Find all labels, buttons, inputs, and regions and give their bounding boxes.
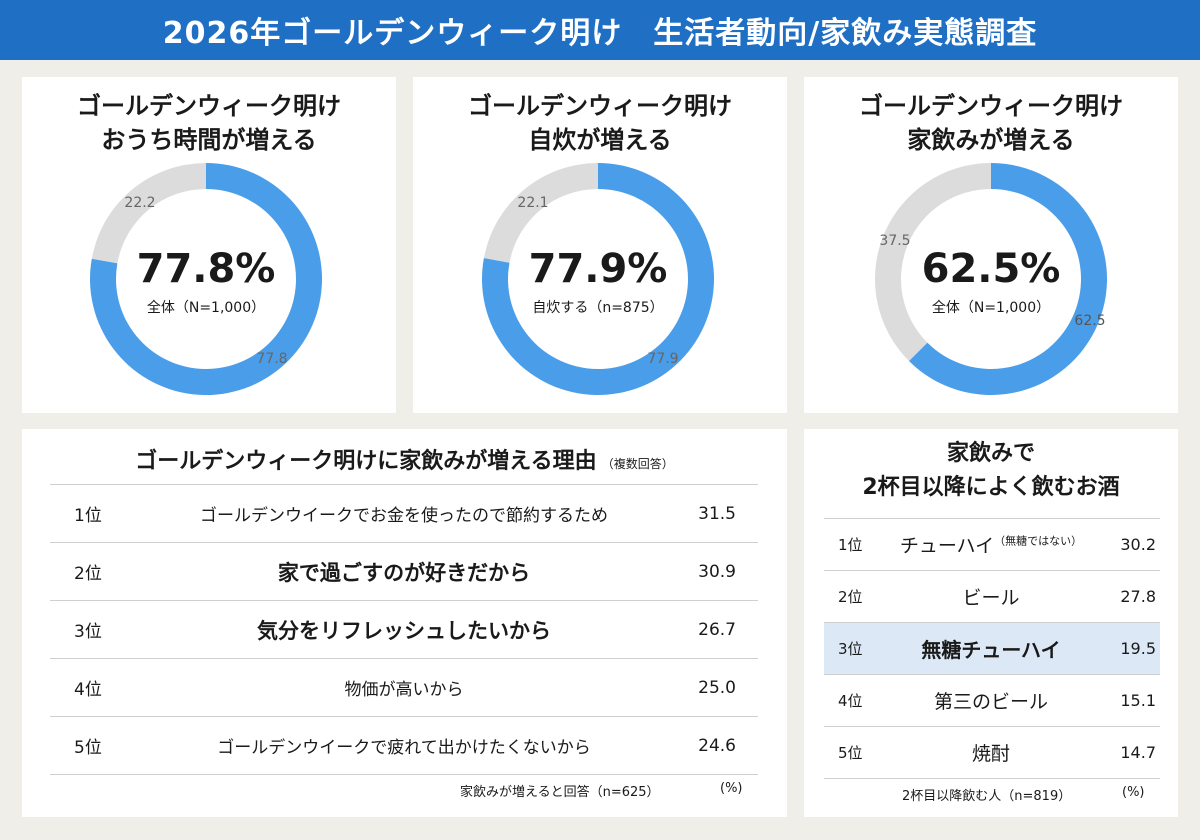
reasons-value: 25.0 — [668, 658, 758, 717]
donut-base-label: 自炊する（n=875） — [532, 300, 663, 316]
donut-slice-main — [908, 163, 1107, 395]
drinks-value: 30.2 — [1098, 518, 1160, 571]
page-title: 2026年ゴールデンウィーク明け 生活者動向/家飲み実態調査 — [162, 16, 1038, 51]
donut-base-label: 全体（N=1,000） — [147, 299, 265, 316]
donut-card-cooking: ゴールデンウィーク明け 自炊が増える 77.9% 自炊する（n=875） 77.… — [413, 77, 787, 413]
drinks-item: 無糖チューハイ — [921, 638, 1061, 662]
drinks-item-cell: チューハイ（無糖ではない） — [884, 518, 1098, 571]
donut-chart-home-time: 77.8% 全体（N=1,000） 77.8 22.2 — [90, 163, 322, 395]
drinks-footnote: 2杯目以降飲む人（n=819） — [902, 789, 1072, 804]
donut-slice-rest — [483, 163, 598, 263]
drinks-item-cell: 第三のビール — [884, 674, 1098, 727]
donut-chart-cooking: 77.9% 自炊する（n=875） 77.9 22.1 — [482, 163, 714, 395]
reasons-row: 4位 物価が高いから 25.0 — [50, 658, 758, 717]
donut-slice-rest — [91, 163, 206, 264]
drinks-title: 家飲みで 2杯目以降によく飲むお酒 — [804, 437, 1178, 505]
donut-slice-label-rest: 22.2 — [124, 195, 155, 211]
donut-title-line1: ゴールデンウィーク明け — [468, 92, 732, 120]
donut-slice-label-rest: 22.1 — [517, 195, 548, 211]
reasons-value: 31.5 — [668, 484, 758, 543]
drinks-item-cell: ビール — [884, 570, 1098, 623]
drinks-title-line2: 2杯目以降によく飲むお酒 — [862, 475, 1120, 500]
drinks-title-line1: 家飲みで — [946, 441, 1035, 466]
page-header: 2026年ゴールデンウィーク明け 生活者動向/家飲み実態調査 — [0, 0, 1200, 60]
donut-center-value: 77.8% — [137, 246, 276, 292]
reasons-row: 2位 家で過ごすのが好きだから 30.9 — [50, 542, 758, 601]
reasons-card: ゴールデンウィーク明けに家飲みが増える理由 （複数回答） 1位 ゴールデンウイーク… — [22, 429, 787, 817]
drinks-item-cell: 焼酎 — [884, 726, 1098, 779]
reasons-row: 1位 ゴールデンウイークでお金を使ったので節約するため 31.5 — [50, 484, 758, 543]
reasons-item: 物価が高いから — [140, 658, 668, 717]
reasons-rank: 5位 — [50, 716, 140, 775]
reasons-title-text: ゴールデンウィーク明けに家飲みが増える理由 — [135, 449, 597, 474]
drinks-item: 焼酎 — [971, 743, 1010, 765]
reasons-unit: (%) — [720, 781, 743, 796]
drinks-value: 19.5 — [1098, 622, 1160, 675]
drinks-card: 家飲みで 2杯目以降によく飲むお酒 1位 チューハイ（無糖ではない） 30.2 2位ビ… — [804, 429, 1178, 817]
drinks-item: 第三のビール — [933, 691, 1048, 713]
donut-slice-label-main: 77.8 — [256, 351, 287, 367]
drinks-table: 1位 チューハイ（無糖ではない） 30.2 2位 ビール 27.8 3位 無糖チューハイ 19.… — [824, 518, 1160, 779]
drinks-row: 1位 チューハイ（無糖ではない） 30.2 — [824, 518, 1160, 571]
drinks-rank: 4位 — [824, 674, 884, 727]
reasons-item: 気分をリフレッシュしたいから — [140, 600, 668, 659]
reasons-rank: 3位 — [50, 600, 140, 659]
drinks-unit: (%) — [1122, 785, 1145, 800]
reasons-value: 30.9 — [668, 542, 758, 601]
reasons-row: 3位 気分をリフレッシュしたいから 26.7 — [50, 600, 758, 659]
drinks-rank: 5位 — [824, 726, 884, 779]
reasons-row: 5位 ゴールデンウイークで疲れて出かけたくないから 24.6 — [50, 716, 758, 775]
drinks-item-note: （無糖ではない） — [994, 534, 1083, 548]
drinks-item: チューハイ — [899, 535, 995, 557]
reasons-value: 24.6 — [668, 716, 758, 775]
donut-center-value: 62.5% — [922, 246, 1061, 292]
drinks-value: 27.8 — [1098, 570, 1160, 623]
drinks-row: 4位 第三のビール 15.1 — [824, 674, 1160, 727]
drinks-value: 14.7 — [1098, 726, 1160, 779]
drinks-rank: 3位 — [824, 622, 884, 675]
donut-title: ゴールデンウィーク明け おうち時間が増える — [22, 89, 396, 157]
donut-title-line1: ゴールデンウィーク明け — [859, 92, 1123, 120]
donut-title-line2: 家飲みが増える — [907, 126, 1075, 154]
donut-title-line2: おうち時間が増える — [101, 126, 317, 154]
reasons-rank: 1位 — [50, 484, 140, 543]
reasons-item: ゴールデンウイークで疲れて出かけたくないから — [140, 716, 668, 775]
reasons-item: ゴールデンウイークでお金を使ったので節約するため — [140, 484, 668, 543]
donut-chart-home-drinking: 62.5% 全体（N=1,000） 62.5 37.5 — [875, 163, 1107, 395]
drinks-row: 5位 焼酎 14.7 — [824, 726, 1160, 779]
donut-base-label: 全体（N=1,000） — [932, 299, 1050, 316]
drinks-rank: 2位 — [824, 570, 884, 623]
donut-slice-label-main: 77.9 — [647, 351, 678, 367]
reasons-rank: 4位 — [50, 658, 140, 717]
donut-title: ゴールデンウィーク明け 家飲みが増える — [804, 89, 1178, 157]
donut-title-line1: ゴールデンウィーク明け — [77, 92, 341, 120]
donut-slice-label-main: 62.5 — [1074, 313, 1105, 329]
donut-card-home-drinking: ゴールデンウィーク明け 家飲みが増える 62.5% 全体（N=1,000） 62… — [804, 77, 1178, 413]
drinks-row: 2位 ビール 27.8 — [824, 570, 1160, 623]
donut-center-value: 77.9% — [529, 246, 668, 292]
drinks-item-cell: 無糖チューハイ — [884, 622, 1098, 675]
drinks-value: 15.1 — [1098, 674, 1160, 727]
donut-card-home-time: ゴールデンウィーク明け おうち時間が増える 77.8% 全体（N=1,000） … — [22, 77, 396, 413]
reasons-value: 26.7 — [668, 600, 758, 659]
reasons-footnote: 家飲みが増えると回答（n=625） — [460, 785, 660, 800]
reasons-table: 1位 ゴールデンウイークでお金を使ったので節約するため 31.5 2位 家で過ごすのが好… — [50, 484, 758, 775]
reasons-rank: 2位 — [50, 542, 140, 601]
drinks-row: 3位 無糖チューハイ 19.5 — [824, 622, 1160, 675]
donut-title: ゴールデンウィーク明け 自炊が増える — [413, 89, 787, 157]
reasons-title: ゴールデンウィーク明けに家飲みが増える理由 （複数回答） — [22, 443, 787, 475]
donut-slice-label-rest: 37.5 — [879, 233, 910, 249]
drinks-rank: 1位 — [824, 518, 884, 571]
drinks-item: ビール — [962, 587, 1020, 609]
reasons-item: 家で過ごすのが好きだから — [140, 542, 668, 601]
donut-title-line2: 自炊が増える — [528, 126, 672, 154]
reasons-title-note: （複数回答） — [601, 457, 674, 471]
donut-slice-rest — [875, 163, 991, 362]
